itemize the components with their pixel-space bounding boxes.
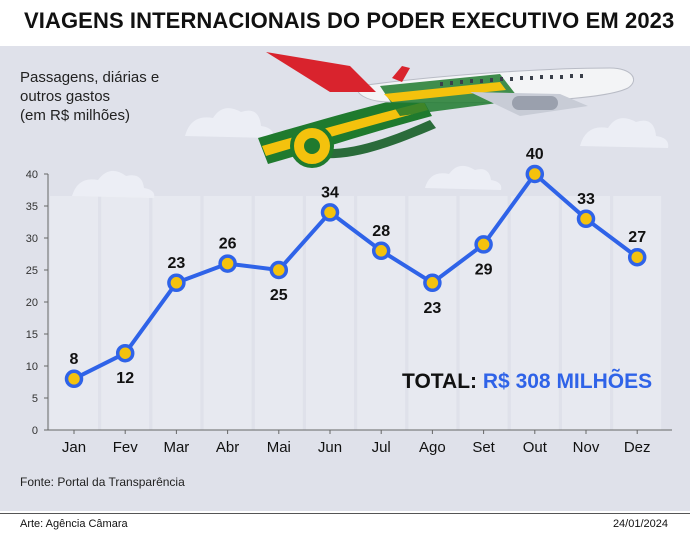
total-summary: TOTAL: R$ 308 MILHÕES (402, 370, 652, 394)
y-tick-label: 25 (26, 265, 38, 277)
month-stripe (203, 196, 252, 430)
data-label: 34 (321, 184, 339, 201)
y-tick-label: 15 (26, 329, 38, 341)
month-stripe (254, 196, 303, 430)
month-stripe (562, 196, 610, 430)
y-tick-label: 0 (32, 425, 38, 437)
cloud-icon (185, 108, 274, 138)
month-stripes (50, 196, 662, 430)
month-stripe (510, 196, 559, 430)
x-tick-label: Ago (419, 439, 446, 456)
total-label: TOTAL: (402, 370, 478, 393)
data-label: 25 (270, 287, 288, 304)
cloud-icon (580, 118, 669, 148)
total-value: R$ 308 MILHÕES (482, 370, 653, 393)
y-tick-label: 20 (26, 297, 38, 309)
month-stripe (152, 196, 201, 430)
month-stripe (613, 196, 662, 430)
data-point (627, 247, 647, 267)
x-tick-label: Out (523, 439, 548, 456)
x-tick-label: Dez (624, 439, 651, 456)
data-point (320, 203, 340, 222)
data-label: 28 (372, 223, 390, 240)
x-tick-label: Nov (573, 439, 600, 456)
y-tick-label: 35 (26, 201, 38, 213)
airplane-illustration (258, 52, 634, 168)
footer-divider (0, 513, 690, 514)
credit-note: Arte: Agência Câmara (20, 518, 128, 530)
y-tick-label: 5 (32, 393, 38, 405)
chart-title: VIAGENS INTERNACIONAIS DO PODER EXECUTIV… (24, 8, 675, 33)
y-axis-label: Passagens, diárias e outros gastos (em R… (20, 69, 160, 124)
x-axis-ticks: Jan Fev Mar Abr Mai Jun Jul Ago Set Out Nov Dez (62, 430, 651, 456)
data-label: 8 (70, 351, 79, 368)
data-label: 23 (168, 255, 186, 272)
x-tick-label: Jan (62, 439, 86, 456)
x-tick-label: Set (472, 439, 495, 456)
data-point (167, 273, 186, 293)
x-tick-label: Mai (267, 439, 291, 456)
x-tick-label: Abr (216, 439, 239, 456)
month-stripe (306, 196, 354, 430)
line-chart: 0 5 10 15 20 25 30 35 40 Jan Fev Mar Abr Mai Jun Jul Ag… (26, 52, 672, 456)
month-stripe (50, 196, 98, 430)
y-tick-label: 40 (26, 169, 38, 181)
data-point (474, 235, 493, 254)
data-label: 29 (475, 261, 493, 278)
x-tick-label: Jun (318, 439, 342, 456)
x-tick-label: Fev (113, 439, 139, 456)
airplane-tail-icon (266, 52, 376, 92)
publication-date: 24/01/2024 (612, 518, 668, 530)
data-label: 23 (424, 300, 442, 317)
data-point (115, 343, 135, 363)
month-stripe (459, 196, 508, 430)
cloud-decorations (72, 108, 669, 198)
month-stripe (357, 196, 406, 430)
cloud-icon (72, 170, 155, 198)
data-point (371, 241, 391, 261)
data-label: 27 (628, 229, 646, 246)
data-point (423, 273, 442, 293)
data-point (525, 164, 545, 184)
data-label: 40 (526, 146, 544, 163)
y-axis-ticks: 0 5 10 15 20 25 30 35 40 (26, 169, 48, 437)
x-tick-label: Jul (372, 439, 391, 456)
cloud-icon (425, 165, 502, 190)
data-labels: 8 12 23 26 25 34 28 23 29 40 33 27 (70, 146, 647, 387)
source-note: Fonte: Portal da Transparência (20, 475, 185, 489)
data-label: 26 (219, 236, 237, 253)
data-label: 33 (577, 191, 595, 208)
x-tick-label: Mar (163, 439, 189, 456)
month-stripe (408, 196, 457, 430)
data-point (576, 209, 596, 229)
series-path (73, 172, 639, 381)
month-stripe (101, 196, 150, 430)
y-tick-label: 10 (26, 361, 38, 373)
data-point (64, 369, 84, 389)
y-tick-label: 30 (26, 233, 38, 245)
series-line (73, 172, 639, 381)
series-markers (64, 164, 647, 389)
data-label: 12 (116, 370, 134, 387)
data-point (218, 254, 237, 273)
data-point (269, 260, 289, 280)
